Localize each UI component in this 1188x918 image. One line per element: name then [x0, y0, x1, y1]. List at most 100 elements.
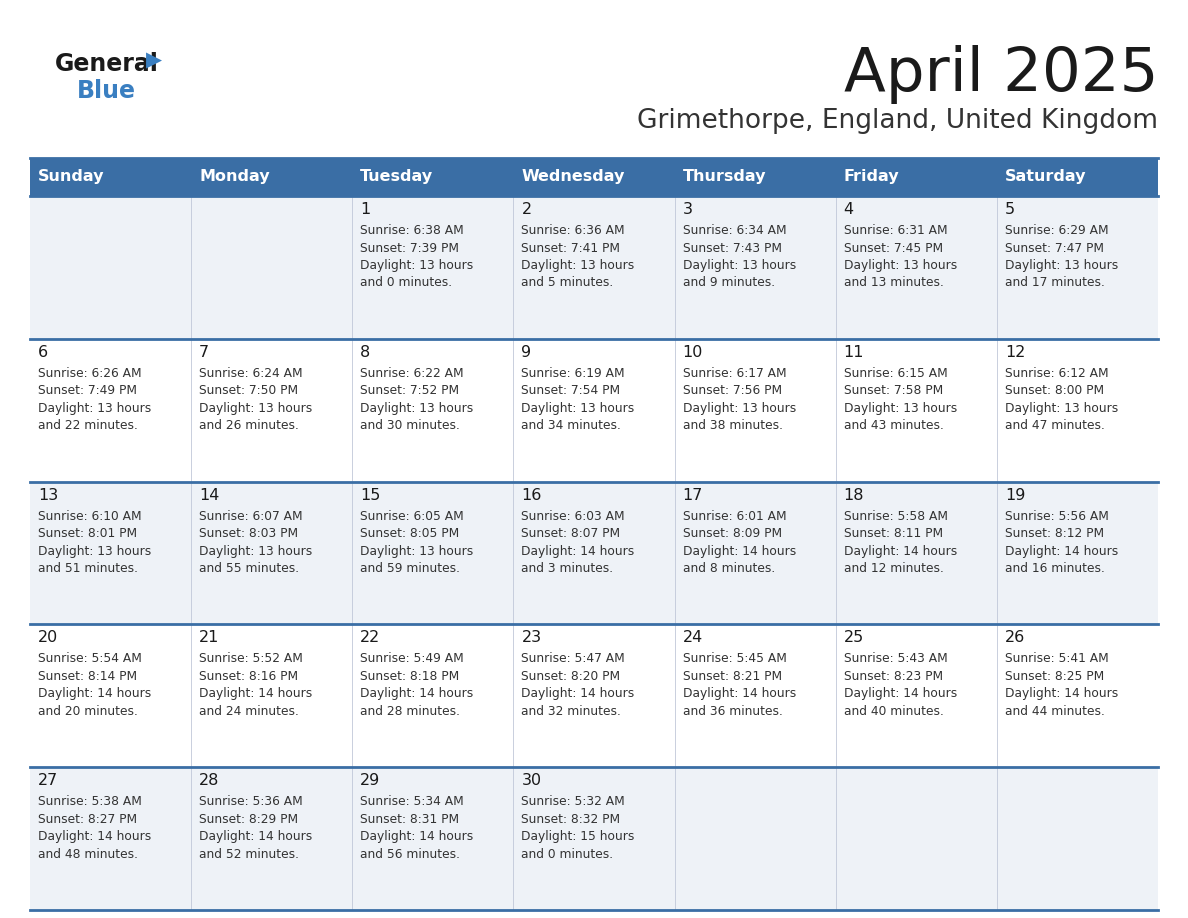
- Text: Sunrise: 5:45 AM: Sunrise: 5:45 AM: [683, 653, 786, 666]
- Bar: [30, 158, 1158, 196]
- Text: 15: 15: [360, 487, 380, 502]
- Text: and 52 minutes.: and 52 minutes.: [200, 847, 299, 861]
- Text: 9: 9: [522, 345, 531, 360]
- Text: 27: 27: [38, 773, 58, 789]
- Text: Tuesday: Tuesday: [360, 170, 434, 185]
- Text: Sunrise: 5:54 AM: Sunrise: 5:54 AM: [38, 653, 141, 666]
- Text: Daylight: 13 hours: Daylight: 13 hours: [360, 544, 474, 557]
- Text: and 26 minutes.: and 26 minutes.: [200, 420, 299, 432]
- Text: Daylight: 14 hours: Daylight: 14 hours: [843, 688, 958, 700]
- Text: Daylight: 13 hours: Daylight: 13 hours: [38, 402, 151, 415]
- Text: Sunrise: 5:56 AM: Sunrise: 5:56 AM: [1005, 509, 1108, 522]
- Text: 7: 7: [200, 345, 209, 360]
- Text: Daylight: 14 hours: Daylight: 14 hours: [1005, 544, 1118, 557]
- Text: Daylight: 13 hours: Daylight: 13 hours: [200, 544, 312, 557]
- Text: 8: 8: [360, 345, 371, 360]
- Text: 30: 30: [522, 773, 542, 789]
- Text: Sunrise: 5:34 AM: Sunrise: 5:34 AM: [360, 795, 465, 808]
- Text: and 43 minutes.: and 43 minutes.: [843, 420, 943, 432]
- Text: Sunset: 8:20 PM: Sunset: 8:20 PM: [522, 670, 620, 683]
- Text: and 12 minutes.: and 12 minutes.: [843, 562, 943, 575]
- Text: Sunrise: 6:24 AM: Sunrise: 6:24 AM: [200, 367, 303, 380]
- Text: Sunset: 7:50 PM: Sunset: 7:50 PM: [200, 385, 298, 397]
- Text: Sunrise: 5:32 AM: Sunrise: 5:32 AM: [522, 795, 625, 808]
- Text: and 3 minutes.: and 3 minutes.: [522, 562, 613, 575]
- Text: Sunset: 8:14 PM: Sunset: 8:14 PM: [38, 670, 137, 683]
- Bar: [30, 767, 1158, 910]
- Bar: [30, 339, 1158, 482]
- Text: Sunset: 8:25 PM: Sunset: 8:25 PM: [1005, 670, 1104, 683]
- Text: 21: 21: [200, 631, 220, 645]
- Text: and 36 minutes.: and 36 minutes.: [683, 705, 783, 718]
- Text: Daylight: 14 hours: Daylight: 14 hours: [683, 544, 796, 557]
- Bar: [30, 624, 1158, 767]
- Text: and 8 minutes.: and 8 minutes.: [683, 562, 775, 575]
- Text: Daylight: 14 hours: Daylight: 14 hours: [522, 544, 634, 557]
- Text: Sunset: 8:00 PM: Sunset: 8:00 PM: [1005, 385, 1104, 397]
- Text: Daylight: 13 hours: Daylight: 13 hours: [360, 259, 474, 272]
- Text: 1: 1: [360, 202, 371, 217]
- Text: Saturday: Saturday: [1005, 170, 1086, 185]
- Text: Sunset: 8:07 PM: Sunset: 8:07 PM: [522, 527, 620, 540]
- Text: Daylight: 13 hours: Daylight: 13 hours: [843, 402, 958, 415]
- Text: 3: 3: [683, 202, 693, 217]
- Text: and 22 minutes.: and 22 minutes.: [38, 420, 138, 432]
- Text: 19: 19: [1005, 487, 1025, 502]
- Text: 6: 6: [38, 345, 49, 360]
- Text: Sunset: 7:52 PM: Sunset: 7:52 PM: [360, 385, 460, 397]
- Text: Sunset: 7:54 PM: Sunset: 7:54 PM: [522, 385, 620, 397]
- Text: 4: 4: [843, 202, 854, 217]
- Text: Daylight: 14 hours: Daylight: 14 hours: [38, 830, 151, 844]
- Text: Daylight: 13 hours: Daylight: 13 hours: [1005, 402, 1118, 415]
- Text: Sunset: 8:11 PM: Sunset: 8:11 PM: [843, 527, 943, 540]
- Text: and 59 minutes.: and 59 minutes.: [360, 562, 460, 575]
- Text: and 0 minutes.: and 0 minutes.: [360, 276, 453, 289]
- Text: Sunset: 7:45 PM: Sunset: 7:45 PM: [843, 241, 943, 254]
- Text: and 13 minutes.: and 13 minutes.: [843, 276, 943, 289]
- Text: Sunset: 8:21 PM: Sunset: 8:21 PM: [683, 670, 782, 683]
- Text: Sunset: 8:09 PM: Sunset: 8:09 PM: [683, 527, 782, 540]
- Text: Sunset: 7:58 PM: Sunset: 7:58 PM: [843, 385, 943, 397]
- Text: Sunset: 8:32 PM: Sunset: 8:32 PM: [522, 812, 620, 825]
- Text: Sunset: 8:16 PM: Sunset: 8:16 PM: [200, 670, 298, 683]
- Text: 11: 11: [843, 345, 864, 360]
- Text: Daylight: 14 hours: Daylight: 14 hours: [843, 544, 958, 557]
- Text: Sunrise: 6:34 AM: Sunrise: 6:34 AM: [683, 224, 786, 237]
- Text: Sunset: 7:47 PM: Sunset: 7:47 PM: [1005, 241, 1104, 254]
- Text: 10: 10: [683, 345, 703, 360]
- Bar: [30, 482, 1158, 624]
- Text: Sunrise: 6:03 AM: Sunrise: 6:03 AM: [522, 509, 625, 522]
- Text: Daylight: 14 hours: Daylight: 14 hours: [360, 830, 474, 844]
- Text: Sunrise: 6:38 AM: Sunrise: 6:38 AM: [360, 224, 465, 237]
- Text: Sunrise: 6:29 AM: Sunrise: 6:29 AM: [1005, 224, 1108, 237]
- Text: 5: 5: [1005, 202, 1015, 217]
- Bar: [30, 196, 1158, 339]
- Text: Sunset: 8:01 PM: Sunset: 8:01 PM: [38, 527, 137, 540]
- Text: Sunset: 8:05 PM: Sunset: 8:05 PM: [360, 527, 460, 540]
- Text: ▶: ▶: [146, 50, 162, 70]
- Text: Sunrise: 5:41 AM: Sunrise: 5:41 AM: [1005, 653, 1108, 666]
- Text: Sunset: 8:29 PM: Sunset: 8:29 PM: [200, 812, 298, 825]
- Text: Daylight: 14 hours: Daylight: 14 hours: [522, 688, 634, 700]
- Text: 14: 14: [200, 487, 220, 502]
- Text: 2: 2: [522, 202, 531, 217]
- Text: and 5 minutes.: and 5 minutes.: [522, 276, 614, 289]
- Text: Daylight: 14 hours: Daylight: 14 hours: [38, 688, 151, 700]
- Text: Sunset: 8:03 PM: Sunset: 8:03 PM: [200, 527, 298, 540]
- Text: Daylight: 14 hours: Daylight: 14 hours: [200, 830, 312, 844]
- Text: and 0 minutes.: and 0 minutes.: [522, 847, 613, 861]
- Text: Sunrise: 5:52 AM: Sunrise: 5:52 AM: [200, 653, 303, 666]
- Text: Sunrise: 6:26 AM: Sunrise: 6:26 AM: [38, 367, 141, 380]
- Text: and 48 minutes.: and 48 minutes.: [38, 847, 138, 861]
- Text: Wednesday: Wednesday: [522, 170, 625, 185]
- Text: Sunset: 7:39 PM: Sunset: 7:39 PM: [360, 241, 460, 254]
- Text: Sunset: 7:56 PM: Sunset: 7:56 PM: [683, 385, 782, 397]
- Text: Daylight: 13 hours: Daylight: 13 hours: [38, 544, 151, 557]
- Text: and 20 minutes.: and 20 minutes.: [38, 705, 138, 718]
- Text: Sunrise: 5:47 AM: Sunrise: 5:47 AM: [522, 653, 625, 666]
- Text: 25: 25: [843, 631, 864, 645]
- Text: Daylight: 13 hours: Daylight: 13 hours: [683, 402, 796, 415]
- Text: Sunset: 8:23 PM: Sunset: 8:23 PM: [843, 670, 943, 683]
- Text: Daylight: 13 hours: Daylight: 13 hours: [683, 259, 796, 272]
- Text: Sunrise: 6:05 AM: Sunrise: 6:05 AM: [360, 509, 465, 522]
